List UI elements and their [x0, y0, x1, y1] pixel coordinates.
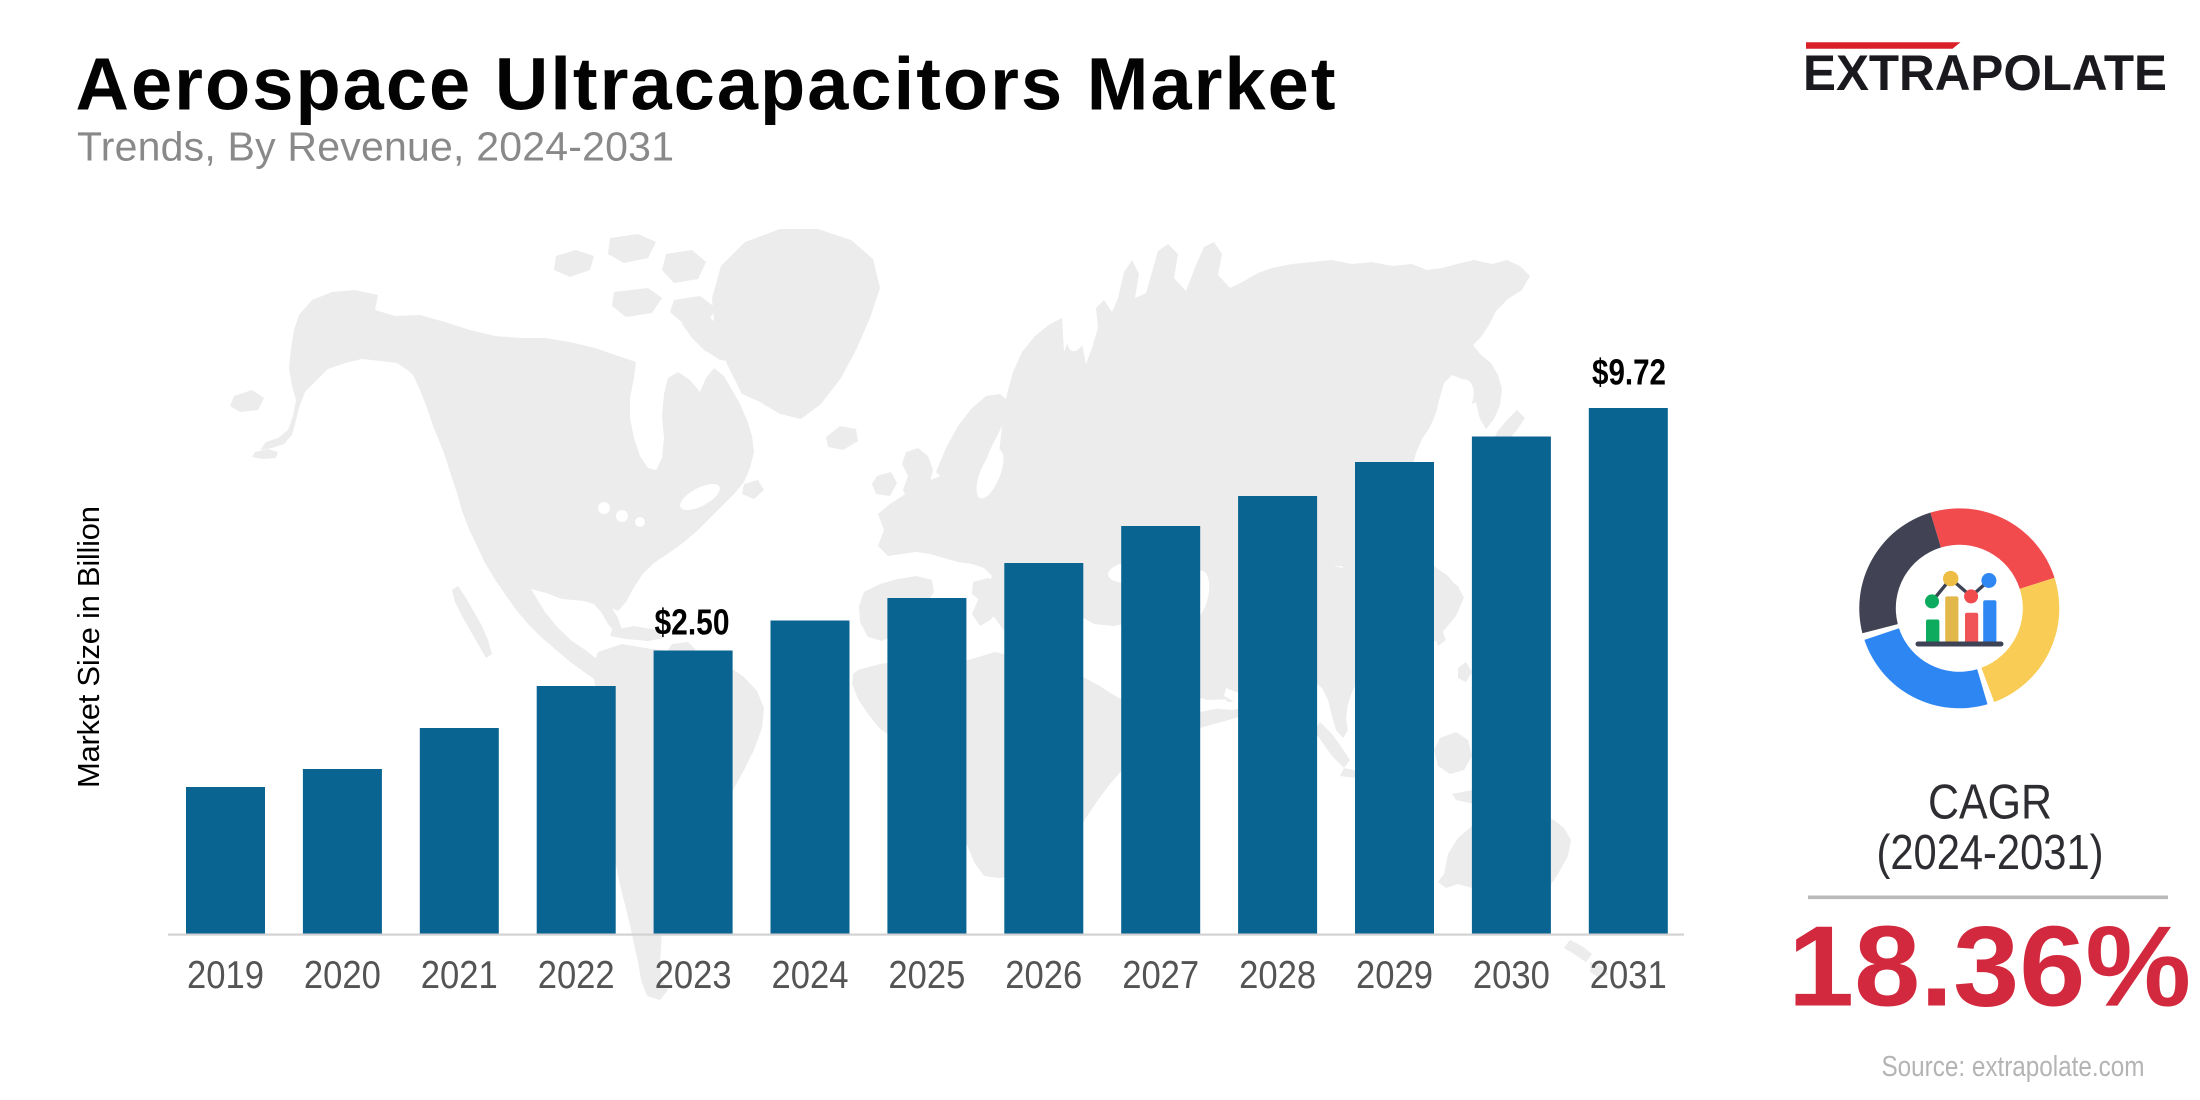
svg-text:CAGR: CAGR	[1928, 776, 2052, 830]
svg-text:2024: 2024	[772, 954, 849, 997]
svg-text:2020: 2020	[304, 954, 381, 997]
svg-text:Source: extrapolate.com: Source: extrapolate.com	[1882, 1051, 2145, 1083]
svg-text:2022: 2022	[538, 954, 615, 997]
svg-text:Market Size in Billion: Market Size in Billion	[71, 506, 106, 788]
svg-text:2030: 2030	[1473, 954, 1550, 997]
svg-text:2028: 2028	[1239, 954, 1316, 997]
svg-text:Aerospace Ultracapacitors Mark: Aerospace Ultracapacitors Market	[76, 43, 1336, 126]
svg-text:2029: 2029	[1356, 954, 1433, 997]
svg-text:2026: 2026	[1005, 954, 1082, 997]
svg-text:$2.50: $2.50	[655, 602, 730, 643]
svg-text:2023: 2023	[655, 954, 732, 997]
svg-text:(2024-2031): (2024-2031)	[1877, 826, 2104, 880]
svg-text:$9.72: $9.72	[1592, 352, 1666, 393]
svg-text:Trends, By Revenue, 2024-2031: Trends, By Revenue, 2024-2031	[77, 124, 674, 170]
svg-text:18.36%: 18.36%	[1788, 904, 2191, 1031]
svg-text:2031: 2031	[1590, 954, 1667, 997]
svg-text:2019: 2019	[187, 954, 264, 997]
svg-text:2025: 2025	[888, 954, 965, 997]
svg-text:2027: 2027	[1122, 954, 1199, 997]
svg-text:2021: 2021	[421, 954, 498, 997]
svg-text:EXTRAPOLATE: EXTRAPOLATE	[1803, 45, 2167, 101]
